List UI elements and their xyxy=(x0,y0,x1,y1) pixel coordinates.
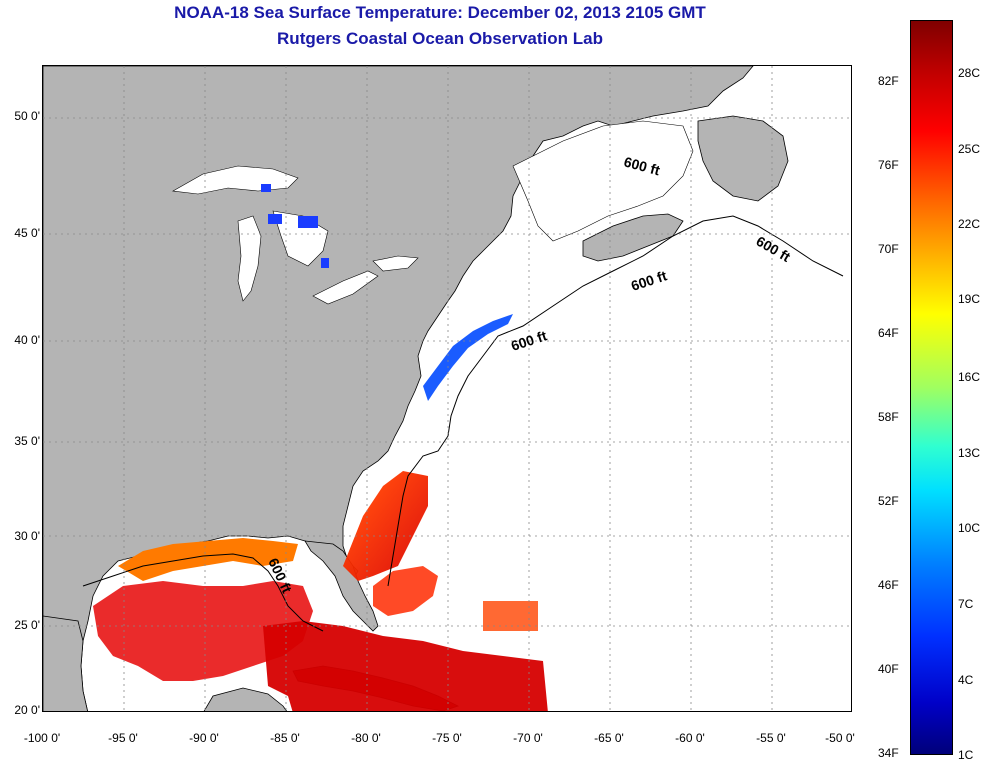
land-mexico xyxy=(43,615,88,711)
colorbar-label-28c: 28C xyxy=(958,66,981,80)
lake-ontario xyxy=(372,255,419,272)
sst-patch-lake-3 xyxy=(321,258,329,268)
lake-erie xyxy=(312,270,379,305)
colorbar-label-40f: 40F xyxy=(878,662,899,676)
map-subtitle: Rutgers Coastal Ocean Observation Lab xyxy=(277,29,603,48)
sst-patch-gulf-north xyxy=(118,538,298,581)
lon-tick-85: -85 0' xyxy=(270,731,300,745)
colorbar-label-1c: 1C xyxy=(958,748,974,762)
sst-patch-lake-4 xyxy=(261,184,271,192)
colorbar-label-22c: 22C xyxy=(958,217,981,231)
colorbar-label-76f: 76F xyxy=(878,158,899,172)
colorbar-label-34f: 34F xyxy=(878,746,899,760)
sst-patch-bahamas xyxy=(373,566,438,616)
water-st-lawrence xyxy=(512,120,694,242)
lon-tick-100: -100 0' xyxy=(23,731,61,745)
colorbar-label-25c: 25C xyxy=(958,142,981,156)
colorbar-label-19c: 19C xyxy=(958,292,981,306)
land-newfoundland xyxy=(697,115,789,202)
map-title: NOAA-18 Sea Surface Temperature: Decembe… xyxy=(174,3,706,22)
colorbar-label-70f: 70F xyxy=(878,242,899,256)
contour-600ft xyxy=(387,215,844,587)
sst-patch-lake-2 xyxy=(298,216,318,228)
contour-label-2: 600 ft xyxy=(754,233,794,265)
colorbar-label-82f: 82F xyxy=(878,74,899,88)
lon-tick-55: -55 0' xyxy=(756,731,786,745)
lon-tick-50: -50 0' xyxy=(825,731,855,745)
lon-tick-95: -95 0' xyxy=(108,731,138,745)
colorbar-label-16c: 16C xyxy=(958,370,981,384)
colorbar-label-13c: 13C xyxy=(958,446,981,460)
lat-tick-20: 20 0' xyxy=(14,703,40,717)
lat-tick-40: 40 0' xyxy=(14,333,40,347)
lon-tick-80: -80 0' xyxy=(351,731,381,745)
temperature-colorbar xyxy=(910,20,953,755)
sst-patch-gulf-central xyxy=(93,581,313,681)
colorbar-label-46f: 46F xyxy=(878,578,899,592)
lat-tick-35: 35 0' xyxy=(14,434,40,448)
colorbar-label-58f: 58F xyxy=(878,410,899,424)
land-yucatan xyxy=(203,687,288,711)
lat-tick-50: 50 0' xyxy=(14,109,40,123)
lon-tick-90: -90 0' xyxy=(189,731,219,745)
contour-600ft-gulf xyxy=(82,553,324,632)
colorbar-label-52f: 52F xyxy=(878,494,899,508)
colorbar-label-7c: 7C xyxy=(958,597,974,611)
sst-patch-se-coast xyxy=(343,471,428,581)
colorbar-label-4c: 4C xyxy=(958,673,974,687)
lat-tick-45: 45 0' xyxy=(14,226,40,240)
colorbar-label-64f: 64F xyxy=(878,326,899,340)
lon-tick-70: -70 0' xyxy=(513,731,543,745)
map-canvas: 600 ft 600 ft 600 ft 600 ft 600 ft xyxy=(43,66,851,711)
lat-tick-25: 25 0' xyxy=(14,618,40,632)
contour-label-3: 600 ft xyxy=(629,267,669,294)
sst-map: 600 ft 600 ft 600 ft 600 ft 600 ft xyxy=(42,65,852,712)
sst-patch-lake-1 xyxy=(268,214,282,224)
lake-michigan xyxy=(237,215,262,302)
sst-patch-caribbean xyxy=(263,621,548,711)
lon-tick-65: -65 0' xyxy=(594,731,624,745)
lon-tick-60: -60 0' xyxy=(675,731,705,745)
sst-patch-atlantic-1 xyxy=(483,601,538,631)
colorbar-label-10c: 10C xyxy=(958,521,981,535)
sst-patch-coast-cold xyxy=(423,314,513,401)
lon-tick-75: -75 0' xyxy=(432,731,462,745)
lat-tick-30: 30 0' xyxy=(14,529,40,543)
